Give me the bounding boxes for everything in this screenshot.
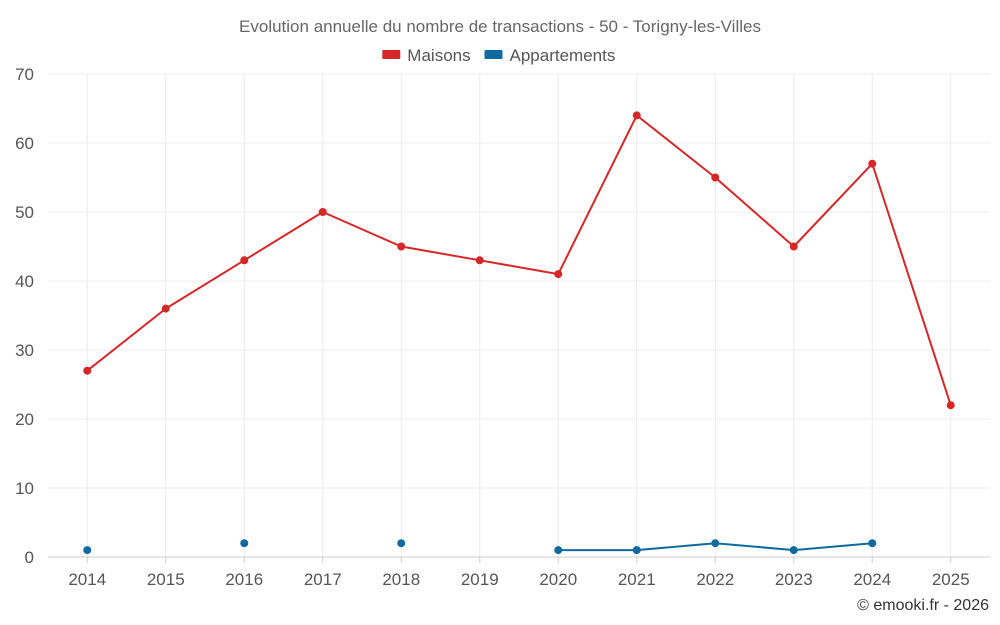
y-tick-label: 70 xyxy=(15,65,34,84)
data-point[interactable] xyxy=(789,242,798,251)
series-layer xyxy=(83,111,955,555)
data-point[interactable] xyxy=(711,173,720,182)
x-tick-label: 2015 xyxy=(147,570,185,589)
data-point[interactable] xyxy=(632,546,641,555)
x-tick-label: 2024 xyxy=(853,570,891,589)
data-point[interactable] xyxy=(318,208,327,216)
series-line-segment xyxy=(792,542,874,552)
series-appartements xyxy=(83,539,877,555)
series-line-segment xyxy=(321,211,403,248)
data-point[interactable] xyxy=(161,304,170,313)
series-line-segment xyxy=(400,245,481,262)
y-tick-label: 30 xyxy=(15,341,34,360)
legend-label: Maisons xyxy=(407,46,470,65)
series-maisons xyxy=(83,111,955,410)
legend-swatch xyxy=(484,50,503,59)
x-tick-label: 2019 xyxy=(461,570,499,589)
series-line-segment xyxy=(714,542,795,552)
y-tick-label: 20 xyxy=(15,410,34,429)
data-point[interactable] xyxy=(397,539,406,548)
series-line-segment xyxy=(635,114,717,179)
series-line-segment xyxy=(557,114,638,276)
series-line-segment xyxy=(871,162,952,407)
y-tick-label: 10 xyxy=(15,479,34,498)
data-point[interactable] xyxy=(397,242,406,251)
series-line-segment xyxy=(635,542,717,552)
x-tick-label: 2020 xyxy=(539,570,577,589)
credit-text: © emooki.fr - 2026 xyxy=(857,597,989,614)
x-tick-label: 2023 xyxy=(775,570,813,589)
series-line-segment xyxy=(86,307,167,372)
data-point[interactable] xyxy=(946,401,955,410)
legend: Maisons Appartements xyxy=(382,46,615,65)
legend-item-appartements[interactable]: Appartements xyxy=(484,46,616,65)
data-point[interactable] xyxy=(475,256,484,265)
chart-title: Evolution annuelle du nombre de transact… xyxy=(239,17,761,36)
x-tick-label: 2016 xyxy=(225,570,263,589)
series-line-segment xyxy=(478,259,560,276)
y-tick-label: 0 xyxy=(25,548,34,567)
grid xyxy=(48,73,990,557)
axes: 0 10 20 30 40 50 60 70 2014 2015 2016 2017 2018 2019 2… xyxy=(15,65,990,589)
x-tick-label: 2021 xyxy=(618,570,656,589)
data-point[interactable] xyxy=(789,546,798,555)
data-point[interactable] xyxy=(711,539,720,548)
series-line-segment xyxy=(164,259,246,310)
series-line-segment xyxy=(243,211,324,262)
x-tick-label: 2018 xyxy=(382,570,420,589)
data-point[interactable] xyxy=(83,546,92,555)
y-tick-label: 60 xyxy=(15,134,34,153)
data-point[interactable] xyxy=(868,159,877,168)
data-point[interactable] xyxy=(868,539,877,548)
x-tick-label: 2022 xyxy=(696,570,734,589)
legend-item-maisons[interactable]: Maisons xyxy=(382,46,471,65)
legend-swatch xyxy=(382,50,401,59)
series-line-segment xyxy=(714,176,795,248)
data-point[interactable] xyxy=(632,111,641,120)
data-point[interactable] xyxy=(554,546,563,555)
x-tick-label: 2017 xyxy=(304,570,342,589)
x-tick-label: 2014 xyxy=(68,570,106,589)
data-point[interactable] xyxy=(240,256,249,265)
y-tick-label: 40 xyxy=(15,272,34,291)
x-tick-label: 2025 xyxy=(932,570,970,589)
legend-label: Appartements xyxy=(510,46,616,65)
y-tick-label: 50 xyxy=(15,203,34,222)
series-line-segment xyxy=(792,162,874,248)
data-point[interactable] xyxy=(240,539,249,548)
data-point[interactable] xyxy=(83,366,92,375)
data-point[interactable] xyxy=(554,270,563,279)
